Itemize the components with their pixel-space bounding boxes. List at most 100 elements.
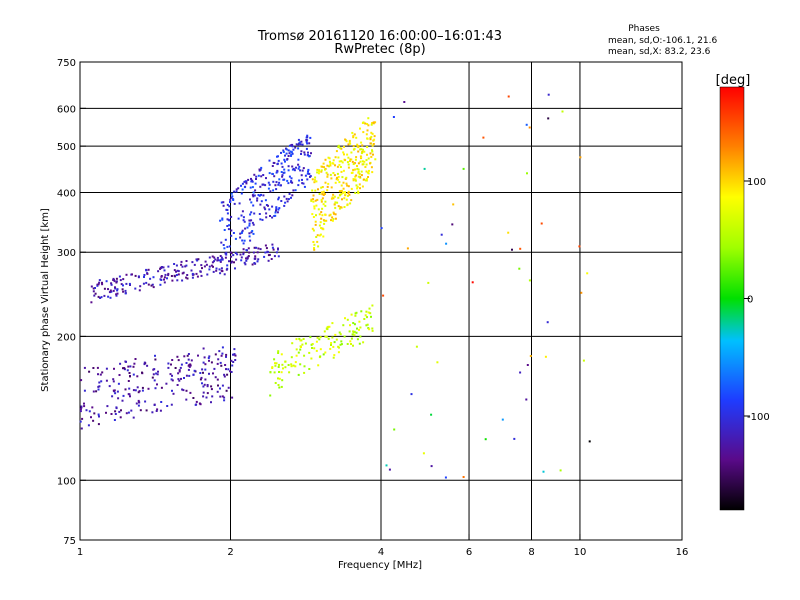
data-point <box>314 223 317 226</box>
data-point <box>357 150 360 153</box>
data-point <box>234 237 237 240</box>
data-point <box>284 360 287 363</box>
data-point <box>393 428 396 431</box>
data-point <box>329 173 332 176</box>
data-point <box>207 357 210 359</box>
data-point <box>380 227 383 230</box>
data-point <box>218 259 221 262</box>
data-point <box>320 200 323 203</box>
data-point <box>293 169 296 172</box>
data-point <box>350 337 353 340</box>
data-point <box>97 295 100 298</box>
data-point <box>99 297 102 299</box>
data-point <box>277 350 280 353</box>
data-point <box>159 283 162 286</box>
data-point <box>221 384 224 387</box>
data-point <box>290 196 292 199</box>
data-point <box>264 251 267 254</box>
data-point <box>297 184 300 187</box>
data-point <box>176 355 179 358</box>
data-point <box>272 248 275 251</box>
data-point <box>145 409 148 412</box>
data-point <box>462 476 465 478</box>
data-point <box>190 359 193 362</box>
data-point <box>252 251 255 254</box>
data-point <box>340 190 343 193</box>
data-point <box>301 143 304 146</box>
data-point <box>440 233 443 236</box>
data-point <box>232 198 235 201</box>
data-point <box>291 143 294 146</box>
data-point <box>308 368 311 370</box>
data-point <box>80 427 83 430</box>
data-point <box>586 272 589 275</box>
data-point <box>355 331 358 334</box>
data-point <box>316 168 319 171</box>
data-point <box>267 181 270 184</box>
data-point <box>95 390 98 393</box>
data-point <box>324 204 327 207</box>
data-point <box>320 170 323 173</box>
data-point <box>208 256 211 259</box>
data-point <box>248 235 251 238</box>
data-point <box>276 170 279 173</box>
data-point <box>186 354 189 357</box>
data-point <box>363 150 366 153</box>
data-point <box>323 166 325 169</box>
data-point <box>257 247 260 250</box>
data-point <box>286 158 289 160</box>
data-point <box>201 267 203 270</box>
data-point <box>271 366 274 369</box>
data-point <box>339 193 342 196</box>
data-point <box>200 274 203 277</box>
data-point <box>310 152 312 155</box>
data-point <box>245 259 248 262</box>
data-point <box>328 165 330 168</box>
data-point <box>228 205 231 208</box>
data-point <box>277 159 280 162</box>
data-point <box>329 213 332 216</box>
data-point <box>205 396 208 399</box>
data-point <box>484 438 487 441</box>
data-point <box>199 372 202 374</box>
data-point <box>145 281 148 284</box>
data-point <box>297 163 300 166</box>
data-point <box>367 311 370 314</box>
data-point <box>310 199 313 202</box>
data-point <box>210 264 213 267</box>
data-point <box>114 413 117 415</box>
data-point <box>284 366 287 369</box>
data-point <box>220 241 223 244</box>
data-point <box>110 283 113 286</box>
data-point <box>338 163 341 166</box>
data-point <box>115 280 118 283</box>
data-point <box>427 281 430 284</box>
data-point <box>106 405 109 408</box>
data-point <box>241 182 244 185</box>
data-point <box>367 172 370 175</box>
data-point <box>288 371 291 374</box>
data-point <box>146 272 149 275</box>
data-point <box>325 335 328 338</box>
data-point <box>221 218 224 221</box>
data-point <box>352 331 355 334</box>
data-point <box>345 182 348 185</box>
data-point <box>107 295 110 298</box>
data-point <box>546 321 549 324</box>
data-point <box>335 150 338 153</box>
stats-line-x: mean, sd,X: 83.2, 23.6 <box>608 47 711 57</box>
data-point <box>322 228 325 231</box>
data-point <box>267 259 270 262</box>
data-point <box>303 365 306 368</box>
data-point <box>333 203 336 206</box>
data-point <box>280 371 283 374</box>
data-point <box>176 269 179 272</box>
data-point <box>243 220 246 223</box>
data-point <box>292 148 295 151</box>
data-point <box>313 181 316 184</box>
data-point <box>245 257 247 260</box>
data-point <box>184 265 187 268</box>
data-point <box>415 345 418 348</box>
data-point <box>350 172 353 174</box>
data-point <box>197 258 200 261</box>
